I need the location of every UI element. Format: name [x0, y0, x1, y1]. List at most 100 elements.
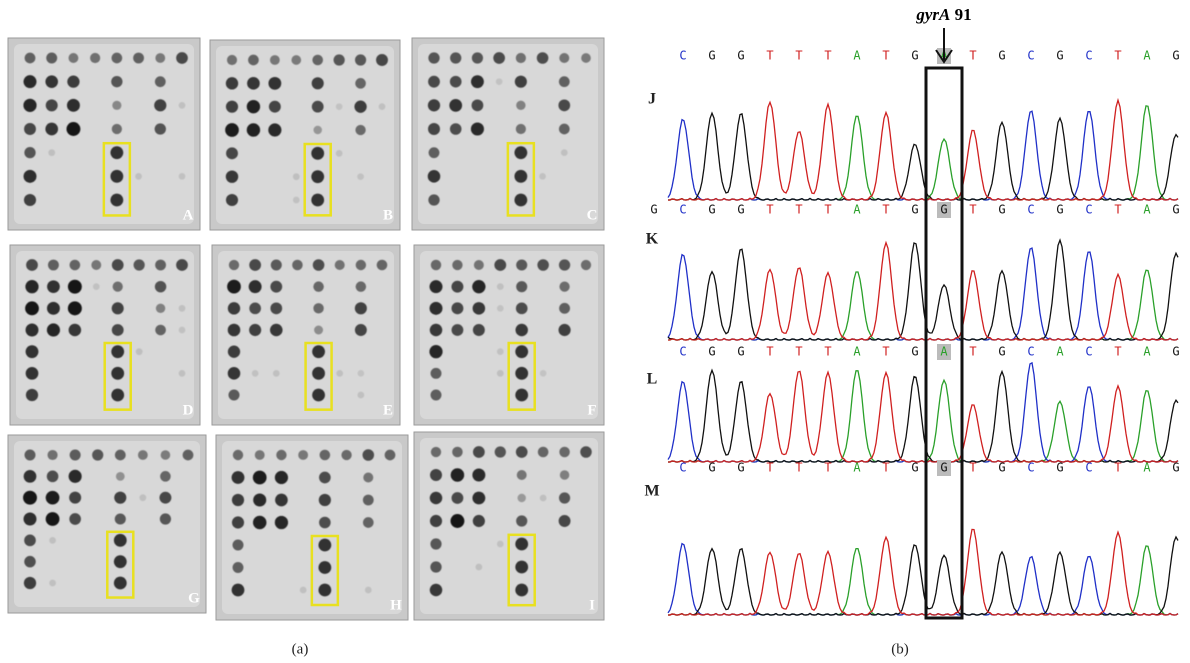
- blot-dot: [558, 259, 571, 271]
- membrane-inner: [16, 251, 194, 419]
- blot-dot: [560, 149, 568, 157]
- blot-dot: [428, 194, 440, 206]
- blot-dot: [227, 279, 241, 294]
- blot-dot: [516, 470, 527, 480]
- blot-dot: [270, 259, 282, 271]
- panel-label: F: [587, 402, 596, 418]
- trace-g: [668, 111, 1179, 201]
- membrane-inner: [14, 441, 200, 607]
- blot-dot: [472, 491, 486, 505]
- membrane: I: [413, 431, 605, 621]
- positive-box: [102, 141, 132, 217]
- blot-dot: [111, 259, 124, 271]
- positive-box: [506, 141, 536, 217]
- blot-dot: [311, 146, 325, 160]
- blot-dot: [496, 540, 504, 548]
- base-call: T: [766, 203, 773, 217]
- blot-dot: [66, 98, 80, 112]
- blot-dot: [357, 391, 365, 399]
- blot-dot: [334, 259, 345, 271]
- blot-dot: [23, 512, 37, 526]
- blot-dot: [429, 323, 443, 337]
- blot-dot: [428, 147, 440, 159]
- blot-dot: [312, 345, 325, 359]
- blot-dot: [24, 449, 36, 461]
- membrane-inner: [420, 438, 598, 614]
- blot-dot: [178, 369, 186, 377]
- blot-dot: [274, 515, 289, 530]
- blot-dot: [470, 122, 484, 136]
- blot-dot: [428, 123, 440, 135]
- trace-g: [668, 368, 1179, 463]
- blot-dot: [314, 325, 324, 335]
- blot-dot: [114, 491, 127, 504]
- blot-dot: [154, 280, 167, 293]
- blot-dot: [253, 493, 267, 507]
- blot-dot: [26, 259, 38, 271]
- base-call: G: [1172, 203, 1179, 217]
- blot-dot: [111, 123, 122, 135]
- blot-dot: [495, 78, 503, 85]
- blot-dot: [558, 123, 570, 135]
- blot-dot: [155, 303, 166, 314]
- blot-dot: [111, 76, 123, 88]
- base-call: C: [1085, 461, 1092, 475]
- blot-dot: [313, 125, 322, 135]
- blot-dot: [23, 469, 37, 483]
- blot-dot: [449, 75, 462, 88]
- base-call: C: [1027, 461, 1034, 475]
- blot-dot: [25, 323, 39, 337]
- blot-dot: [429, 491, 443, 505]
- blot-dot: [539, 172, 546, 180]
- base-call: G: [708, 461, 715, 475]
- blot-dot: [154, 123, 166, 135]
- base-call: T: [1114, 203, 1121, 217]
- site-label: gyrA 91: [915, 5, 971, 24]
- blot-dot: [225, 100, 239, 113]
- base-call: G: [737, 461, 744, 475]
- blot-dot: [92, 449, 104, 461]
- base-call: G: [1172, 345, 1179, 359]
- blot-dot: [452, 446, 463, 458]
- base-call: A: [1143, 203, 1151, 217]
- blot-dot: [291, 55, 302, 65]
- chromatogram: M C G G T T T A T G G T G C G C T A G: [644, 460, 1180, 616]
- blot-dot: [472, 324, 485, 336]
- blot-dot: [225, 77, 239, 90]
- blot-dot: [154, 76, 166, 88]
- gene-name: gyrA: [915, 5, 950, 24]
- blot-dot: [450, 52, 462, 64]
- blot-dot: [269, 55, 280, 65]
- blot-dot: [226, 54, 238, 66]
- blot-dot: [178, 172, 186, 180]
- base-call: T: [882, 49, 889, 63]
- blot-dot: [268, 100, 281, 113]
- blot-dot: [354, 324, 367, 336]
- blot-dot: [69, 513, 81, 525]
- blot-dot: [558, 323, 571, 337]
- blot-dot: [475, 563, 483, 571]
- blot-dot: [45, 512, 60, 526]
- blot-dot: [46, 470, 59, 483]
- blot-dot: [354, 54, 367, 66]
- blot-dot: [312, 388, 325, 402]
- blot-dot: [292, 173, 300, 181]
- blot-dot: [111, 345, 125, 359]
- blot-dot: [313, 303, 324, 314]
- membrane: H: [215, 434, 409, 621]
- blot-dot: [299, 586, 307, 594]
- base-call: G: [998, 49, 1005, 63]
- blot-dot: [378, 103, 386, 111]
- blot-dot: [451, 492, 464, 504]
- blot-dot: [292, 259, 303, 271]
- blot-dot: [318, 493, 331, 507]
- blot-dot: [471, 52, 484, 64]
- membrane-inner: [222, 441, 402, 614]
- blot-dot: [254, 450, 265, 460]
- base-call: G: [737, 345, 744, 359]
- blot-dot: [67, 279, 82, 294]
- blot-dot: [178, 326, 186, 334]
- arrow-head: [935, 49, 953, 64]
- blot-dot: [559, 302, 571, 314]
- panel-label: E: [383, 402, 393, 418]
